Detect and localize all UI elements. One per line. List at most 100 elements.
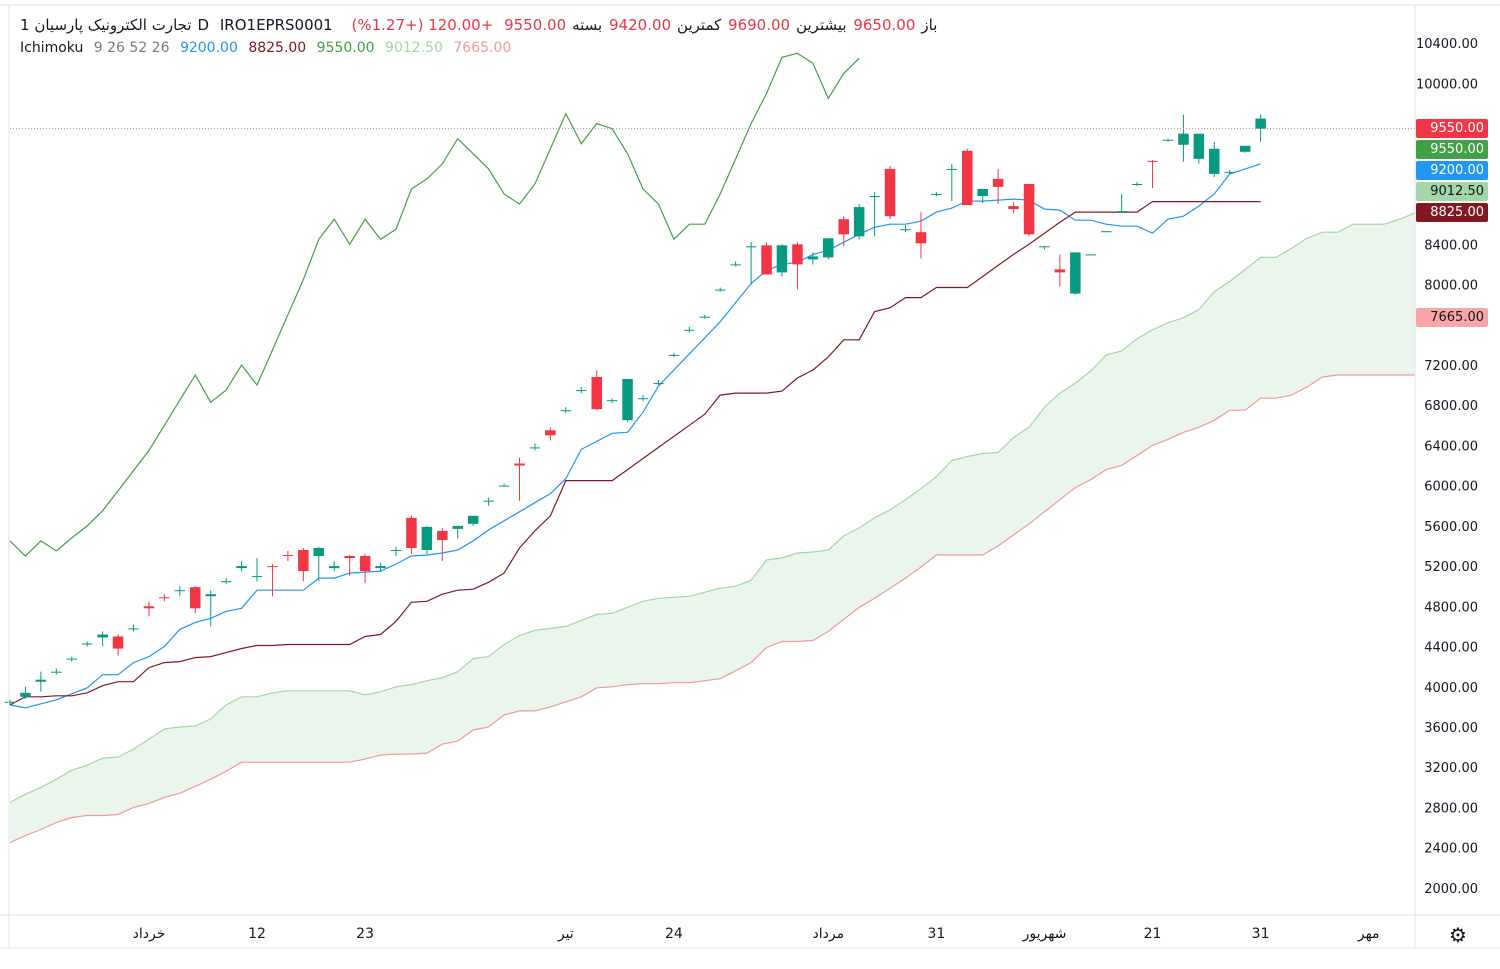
candle-body-71 (1101, 231, 1112, 233)
gear-icon[interactable]: ⚙ (1449, 923, 1467, 947)
candle-body-4 (66, 658, 77, 660)
y-tick-label: 4000.00 (1424, 681, 1478, 696)
indicator-lagging-value: 9550.00 (316, 40, 375, 56)
candle-body-18 (282, 555, 294, 556)
candle-body-66 (1023, 184, 1035, 235)
ticker-label: IRO1EPRS0001 (219, 16, 333, 34)
price-badge: 9550.00 (1416, 118, 1488, 138)
open-label: باز (921, 16, 938, 34)
y-tick-label: 5200.00 (1424, 560, 1478, 575)
candle-body-73 (1131, 184, 1143, 185)
x-tick-label: 12 (248, 926, 266, 942)
indicator-name: Ichimoku (20, 40, 84, 56)
candle-body-55 (853, 207, 865, 237)
candle-body-62 (962, 150, 973, 206)
candle-body-23 (359, 556, 371, 572)
symbol-name: تجارت الکترونیک پارسیان (34, 16, 192, 34)
y-tick-label: 8400.00 (1424, 238, 1478, 253)
x-tick-label: تیر (557, 926, 574, 942)
indicator-span-b-value: 7665.00 (453, 40, 512, 56)
close-label: بسته (572, 16, 603, 34)
y-tick-label: 4400.00 (1424, 641, 1478, 656)
candle-body-54 (838, 219, 849, 235)
candle-body-60 (931, 194, 942, 195)
y-tick-label: 6000.00 (1424, 480, 1478, 495)
candle-body-50 (776, 245, 788, 273)
candle-body-76 (1178, 133, 1189, 145)
indicator-conversion-value: 9200.00 (179, 40, 238, 56)
axes: 2000.00 2400.00 2800.00 3200.00 3600.00 4000.… (0, 4, 1500, 949)
candle-body-2 (35, 679, 47, 682)
candle-body-11 (174, 590, 186, 592)
x-tick-label: مهر (1357, 926, 1380, 942)
candle-body-32 (498, 485, 510, 487)
candle-body-69 (1070, 252, 1081, 294)
candle-body-14 (220, 581, 232, 583)
candle-body-5 (81, 643, 93, 645)
candle-body-41 (637, 398, 649, 400)
candle-body-36 (560, 410, 572, 412)
y-tick-label: 10400.00 (1416, 37, 1478, 52)
ichimoku-lines (9, 52, 1416, 844)
indicator-row[interactable]: Ichimoku 9 26 52 26 9200.00 8825.00 9550… (20, 40, 939, 56)
y-tick-label: 8000.00 (1424, 279, 1478, 294)
candle-body-70 (1085, 254, 1096, 256)
candle-body-40 (622, 379, 633, 421)
indicator-span-a-value: 9012.50 (385, 40, 443, 56)
candle-body-67 (1039, 246, 1050, 248)
candle-body-35 (545, 430, 556, 436)
candle-body-79 (1224, 171, 1235, 173)
candle-body-47 (730, 264, 741, 266)
candle-body-7 (112, 636, 124, 649)
ichimoku-cloud (10, 213, 1415, 843)
price-badge: 9200.00 (1416, 160, 1488, 180)
candle-body-0 (4, 701, 16, 703)
x-tick-label: خرداد (133, 926, 166, 942)
price-badge: 9012.50 (1416, 181, 1488, 201)
candle-body-17 (267, 566, 278, 568)
candle-body-21 (329, 566, 340, 569)
symbol-row: تجارت الکترونیک پارسیان 1D IRO1EPRS0001 … (20, 16, 939, 34)
series-line-leading-span-b (9, 374, 1415, 844)
chart-legend: تجارت الکترونیک پارسیان 1D IRO1EPRS0001 … (20, 16, 939, 56)
candle-body-25 (390, 550, 402, 551)
candle-body-44 (684, 329, 695, 331)
x-tick-label: 31 (1252, 926, 1270, 942)
candle-body-12 (190, 587, 201, 609)
candle-body-13 (205, 594, 216, 597)
x-tick-label: مرداد (813, 926, 845, 942)
interval-label[interactable]: 1D (20, 16, 210, 34)
candle-body-78 (1209, 148, 1220, 174)
candle-body-30 (467, 515, 479, 524)
candle-body-33 (514, 463, 525, 466)
candle-body-19 (298, 550, 309, 572)
candle-body-43 (668, 354, 680, 356)
x-tick-label: 21 (1144, 926, 1162, 942)
x-tick-label: 24 (665, 926, 683, 942)
candle-body-15 (236, 566, 247, 569)
x-tick-label: 31 (927, 926, 945, 942)
candle-body-77 (1193, 133, 1205, 159)
y-tick-label: 10000.00 (1416, 77, 1478, 92)
x-tick-label: شهریور (1022, 926, 1067, 942)
candle-body-46 (715, 289, 726, 291)
candle-body-53 (823, 238, 834, 258)
y-tick-label: 6800.00 (1424, 399, 1478, 414)
candle-body-63 (977, 189, 988, 196)
y-tick-label: 2400.00 (1424, 842, 1478, 857)
price-badge: 7665.00 (1416, 308, 1488, 328)
candle-body-45 (699, 316, 710, 318)
candle-body-1 (20, 692, 31, 697)
candle-body-57 (884, 168, 896, 217)
y-tick-label: 2000.00 (1424, 882, 1478, 897)
y-tick-label: 5600.00 (1424, 520, 1478, 535)
candles (4, 114, 1266, 705)
candle-body-74 (1147, 160, 1158, 162)
high-value: 9690.00 (728, 16, 791, 34)
candle-body-22 (344, 556, 355, 558)
candle-body-68 (1054, 269, 1066, 273)
candle-body-27 (421, 526, 433, 550)
candle-body-34 (529, 447, 541, 449)
